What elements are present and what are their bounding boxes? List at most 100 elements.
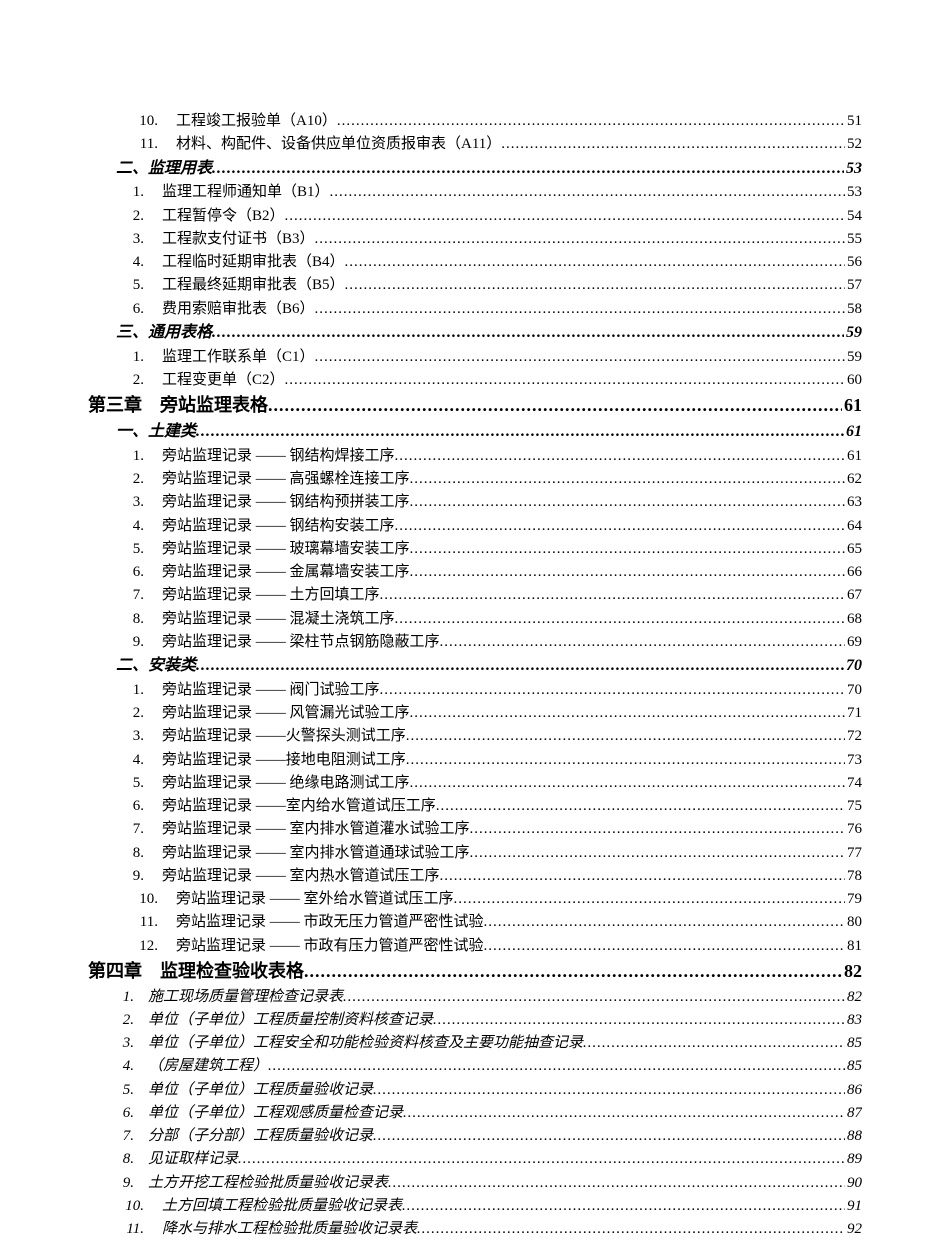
toc-entry-number: 4. xyxy=(130,749,162,772)
toc-entry-title: 三、通用表格 xyxy=(116,321,212,346)
toc-leader-dots xyxy=(373,1079,845,1102)
toc-entry-title: 旁站监理记录 —— 阀门试验工序 xyxy=(162,679,380,702)
toc-entry-title: 旁站监理记录 —— 钢结构安装工序 xyxy=(162,515,395,538)
toc-entry-title: 旁站监理记录 —— 风管漏光试验工序 xyxy=(162,702,410,725)
toc-leader-dots xyxy=(410,561,845,584)
toc-entry-number: 5. xyxy=(130,772,162,795)
toc-leader-dots xyxy=(406,725,845,748)
toc-entry: 3.工程款支付证书（B3）55 xyxy=(88,228,862,251)
toc-leader-dots xyxy=(285,205,845,228)
toc-entry-page: 78 xyxy=(845,865,862,888)
toc-leader-dots xyxy=(436,795,845,818)
toc-entry: 2.旁站监理记录 —— 高强螺栓连接工序62 xyxy=(88,468,862,491)
toc-entry: 第三章 旁站监理表格 61 xyxy=(88,392,862,420)
toc-entry-page: 67 xyxy=(845,584,862,607)
toc-entry-title: 旁站监理记录 —— 梁柱节点钢筋隐蔽工序 xyxy=(162,631,440,654)
toc-entry-title: 旁站监理记录 —— 室内排水管道通球试验工序 xyxy=(162,842,470,865)
toc-entry-title: 第四章 监理检查验收表格 xyxy=(88,958,304,986)
toc-leader-dots xyxy=(285,369,845,392)
toc-entry-page: 77 xyxy=(845,842,862,865)
toc-entry-title: 旁站监理记录 ——室内给水管道试压工序 xyxy=(162,795,436,818)
toc-entry-title: 旁站监理记录 —— 室外给水管道试压工序 xyxy=(176,888,454,911)
toc-entry-page: 76 xyxy=(845,818,862,841)
toc-leader-dots xyxy=(484,935,845,958)
toc-entry-title: 工程变更单（C2） xyxy=(162,369,285,392)
toc-leader-dots xyxy=(343,986,845,1009)
toc-leader-dots xyxy=(373,1125,845,1148)
toc-entry: 11.材料、构配件、设备供应单位资质报审表（A11）52 xyxy=(88,133,862,156)
toc-entry-page: 81 xyxy=(845,935,862,958)
toc-entry-title: 旁站监理记录 —— 金属幕墙安装工序 xyxy=(162,561,410,584)
toc-entry-page: 61 xyxy=(845,445,862,468)
toc-entry: 1.施工现场质量管理检查记录表82 xyxy=(88,986,862,1009)
toc-entry-title: 旁站监理记录 —— 钢结构预拼装工序 xyxy=(162,491,410,514)
toc-entry-number: 12. xyxy=(130,935,176,958)
toc-leader-dots xyxy=(395,608,845,631)
toc-entry-number: 2. xyxy=(130,369,162,392)
toc-leader-dots xyxy=(484,911,845,934)
toc-entry: 3.旁站监理记录 —— 钢结构预拼装工序63 xyxy=(88,491,862,514)
toc-entry-title: （房屋建筑工程） xyxy=(148,1055,268,1078)
toc-entry-number: 5. xyxy=(130,274,162,297)
toc-leader-dots xyxy=(470,818,845,841)
toc-entry: 6.费用索赔审批表（B6）58 xyxy=(88,298,862,321)
toc-entry-title: 旁站监理记录 ——接地电阻测试工序 xyxy=(162,749,406,772)
toc-leader-dots xyxy=(433,1009,845,1032)
toc-entry: 5.旁站监理记录 —— 玻璃幕墙安装工序65 xyxy=(88,538,862,561)
toc-entry-page: 75 xyxy=(845,795,862,818)
toc-entry-number: 2. xyxy=(130,205,162,228)
toc-entry-title: 旁站监理记录 —— 玻璃幕墙安装工序 xyxy=(162,538,410,561)
toc-entry-number: 3. xyxy=(130,228,162,251)
toc-entry-page: 74 xyxy=(845,772,862,795)
toc-entry-number: 1. xyxy=(130,181,162,204)
toc-leader-dots xyxy=(470,842,845,865)
toc-entry: 6.旁站监理记录 ——室内给水管道试压工序 75 xyxy=(88,795,862,818)
toc-leader-dots xyxy=(402,1195,845,1218)
toc-entry-number: 9. xyxy=(130,865,162,888)
toc-entry-number: 10. xyxy=(130,110,176,133)
toc-entry-page: 62 xyxy=(845,468,862,491)
toc-entry-number: 6. xyxy=(130,298,162,321)
toc-leader-dots xyxy=(315,298,845,321)
toc-entry-page: 71 xyxy=(845,702,862,725)
toc-entry-title: 旁站监理记录 —— 市政无压力管道严密性试验 xyxy=(176,911,484,934)
toc-entry: 8.见证取样记录89 xyxy=(88,1148,862,1171)
toc-entry: 三、通用表格59 xyxy=(88,321,862,346)
toc-entry-title: 旁站监理记录 —— 高强螺栓连接工序 xyxy=(162,468,410,491)
toc-entry-number: 3. xyxy=(116,1032,148,1055)
toc-entry-title: 旁站监理记录 —— 室内热水管道试压工序 xyxy=(162,865,440,888)
toc-entry-page: 53 xyxy=(845,181,862,204)
toc-entry-page: 82 xyxy=(842,958,862,986)
toc-entry-page: 86 xyxy=(845,1079,862,1102)
toc-entry-page: 72 xyxy=(845,725,862,748)
toc-entry-page: 85 xyxy=(845,1032,862,1055)
toc-entry-page: 88 xyxy=(845,1125,862,1148)
toc-entry-title: 一、土建类 xyxy=(116,420,196,445)
toc-entry: 2.工程暂停令（B2）54 xyxy=(88,205,862,228)
toc-entry-title: 单位（子单位）工程质量验收记录 xyxy=(148,1079,373,1102)
toc-entry-title: 分部（子分部）工程质量验收记录 xyxy=(148,1125,373,1148)
toc-entry: 2.旁站监理记录 —— 风管漏光试验工序71 xyxy=(88,702,862,725)
toc-leader-dots xyxy=(330,181,845,204)
toc-entry-title: 第三章 旁站监理表格 xyxy=(88,392,268,420)
toc-entry-number: 7. xyxy=(130,584,162,607)
toc-entry-number: 2. xyxy=(116,1009,148,1032)
toc-entry-title: 二、监理用表 xyxy=(116,157,212,182)
toc-entry-number: 3. xyxy=(130,725,162,748)
toc-entry: 5.工程最终延期审批表（B5）57 xyxy=(88,274,862,297)
toc-entry-page: 68 xyxy=(845,608,862,631)
toc-entry-page: 61 xyxy=(844,420,862,445)
toc-entry-page: 79 xyxy=(845,888,862,911)
toc-entry-number: 1. xyxy=(130,679,162,702)
toc-entry: 3.旁站监理记录 ——火警探头测试工序72 xyxy=(88,725,862,748)
toc-entry-page: 61 xyxy=(842,392,862,420)
toc-entry-title: 工程临时延期审批表（B4） xyxy=(162,251,345,274)
toc-entry: 一、土建类 61 xyxy=(88,420,862,445)
toc-leader-dots xyxy=(380,679,845,702)
toc-leader-dots xyxy=(388,1172,845,1195)
toc-entry-page: 64 xyxy=(845,515,862,538)
toc-entry-page: 57 xyxy=(845,274,862,297)
toc-entry-page: 55 xyxy=(845,228,862,251)
toc-leader-dots xyxy=(395,515,845,538)
toc-entry-number: 6. xyxy=(130,795,162,818)
